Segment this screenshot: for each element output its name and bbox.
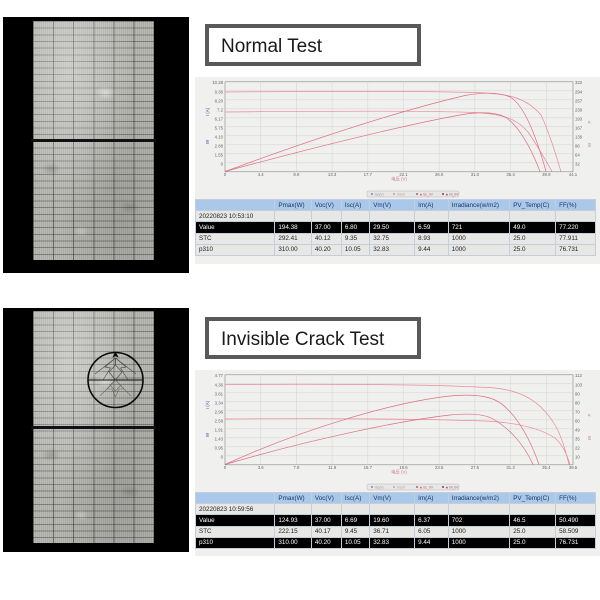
svg-text:32: 32 (575, 161, 580, 166)
svg-text:322: 322 (575, 80, 583, 85)
svg-text:0: 0 (224, 465, 227, 470)
svg-text:167: 167 (575, 125, 583, 130)
svg-text:44.1: 44.1 (569, 172, 578, 177)
svg-text:6.17: 6.17 (215, 116, 224, 121)
svg-text:0: 0 (224, 172, 227, 177)
svg-text:7.9: 7.9 (293, 465, 300, 470)
svg-text:22: 22 (575, 445, 580, 450)
svg-text:5.75: 5.75 (215, 125, 224, 130)
svg-text:257: 257 (575, 98, 583, 103)
svg-text:Isc(V): Isc(V) (375, 485, 384, 489)
svg-text:W: W (205, 139, 210, 144)
svg-text:Im(V): Im(V) (397, 192, 405, 196)
svg-text:■ Im_0V: ■ Im_0V (446, 485, 459, 489)
svg-text:1.43: 1.43 (215, 436, 224, 441)
svg-text:2.58: 2.58 (215, 418, 224, 423)
svg-text:W: W (205, 432, 210, 437)
svg-text:Isc(V): Isc(V) (375, 192, 384, 196)
svg-text:2.96: 2.96 (215, 409, 224, 414)
svg-text:139: 139 (575, 134, 583, 139)
svg-text:80: 80 (575, 400, 580, 405)
svg-text:31.3: 31.3 (506, 465, 515, 470)
svg-text:90: 90 (575, 391, 580, 396)
svg-text:96: 96 (575, 143, 580, 148)
svg-text:I (A): I (A) (205, 107, 210, 116)
svg-text:4.77: 4.77 (215, 373, 224, 378)
svg-text:Im(V): Im(V) (397, 485, 405, 489)
svg-text:103: 103 (575, 382, 583, 387)
svg-text:70: 70 (575, 409, 580, 414)
svg-text:■ Isc_0V: ■ Isc_0V (420, 485, 434, 489)
svg-text:31.0: 31.0 (471, 172, 480, 177)
svg-text:35.4: 35.4 (542, 465, 551, 470)
svg-text:1.55: 1.55 (215, 152, 224, 157)
svg-text:4.36: 4.36 (215, 382, 224, 387)
svg-text:7.2: 7.2 (217, 107, 224, 112)
svg-text:13.3: 13.3 (328, 172, 337, 177)
svg-text:4.4: 4.4 (258, 172, 265, 177)
svg-text:P: P (587, 413, 592, 416)
svg-text:8.9: 8.9 (293, 172, 300, 177)
svg-text:2.88: 2.88 (215, 143, 224, 148)
svg-text:11.9: 11.9 (328, 465, 337, 470)
svg-text:39.5: 39.5 (569, 465, 578, 470)
svg-text:1.91: 1.91 (215, 427, 224, 432)
svg-text:电压 (V): 电压 (V) (391, 469, 407, 476)
svg-text:230: 230 (575, 107, 583, 112)
svg-text:26.6: 26.6 (435, 172, 444, 177)
svg-text:23.5: 23.5 (435, 465, 444, 470)
svg-text:17.7: 17.7 (364, 172, 373, 177)
svg-text:I (A): I (A) (205, 400, 210, 409)
svg-text:27.5: 27.5 (471, 465, 480, 470)
svg-text:4.10: 4.10 (215, 134, 224, 139)
svg-text:35: 35 (575, 436, 580, 441)
svg-text:3.81: 3.81 (215, 391, 224, 396)
svg-text:9.36: 9.36 (215, 89, 224, 94)
svg-text:49: 49 (575, 427, 580, 432)
svg-text:193: 193 (575, 116, 583, 121)
svg-text:0.95: 0.95 (215, 445, 224, 450)
svg-text:35.4: 35.4 (506, 172, 515, 177)
svg-text:39.9: 39.9 (542, 172, 551, 177)
svg-text:112: 112 (575, 373, 582, 378)
svg-text:294: 294 (575, 89, 583, 94)
svg-text:P: P (587, 120, 592, 123)
svg-text:10.28: 10.28 (212, 80, 223, 85)
svg-text:0: 0 (221, 161, 224, 166)
svg-text:60: 60 (575, 418, 580, 423)
svg-text:8.20: 8.20 (215, 98, 224, 103)
svg-text:0: 0 (221, 454, 224, 459)
svg-text:W: W (587, 142, 592, 147)
svg-text:3.34: 3.34 (215, 400, 224, 405)
svg-text:W: W (587, 435, 592, 440)
svg-text:15.7: 15.7 (364, 465, 373, 470)
svg-text:10: 10 (575, 454, 580, 459)
svg-text:电压 (V): 电压 (V) (391, 176, 407, 183)
svg-text:■ Im_0V: ■ Im_0V (446, 192, 459, 196)
svg-text:3.6: 3.6 (258, 465, 265, 470)
svg-text:■ Isc_0V: ■ Isc_0V (420, 192, 434, 196)
svg-text:64: 64 (575, 152, 580, 157)
